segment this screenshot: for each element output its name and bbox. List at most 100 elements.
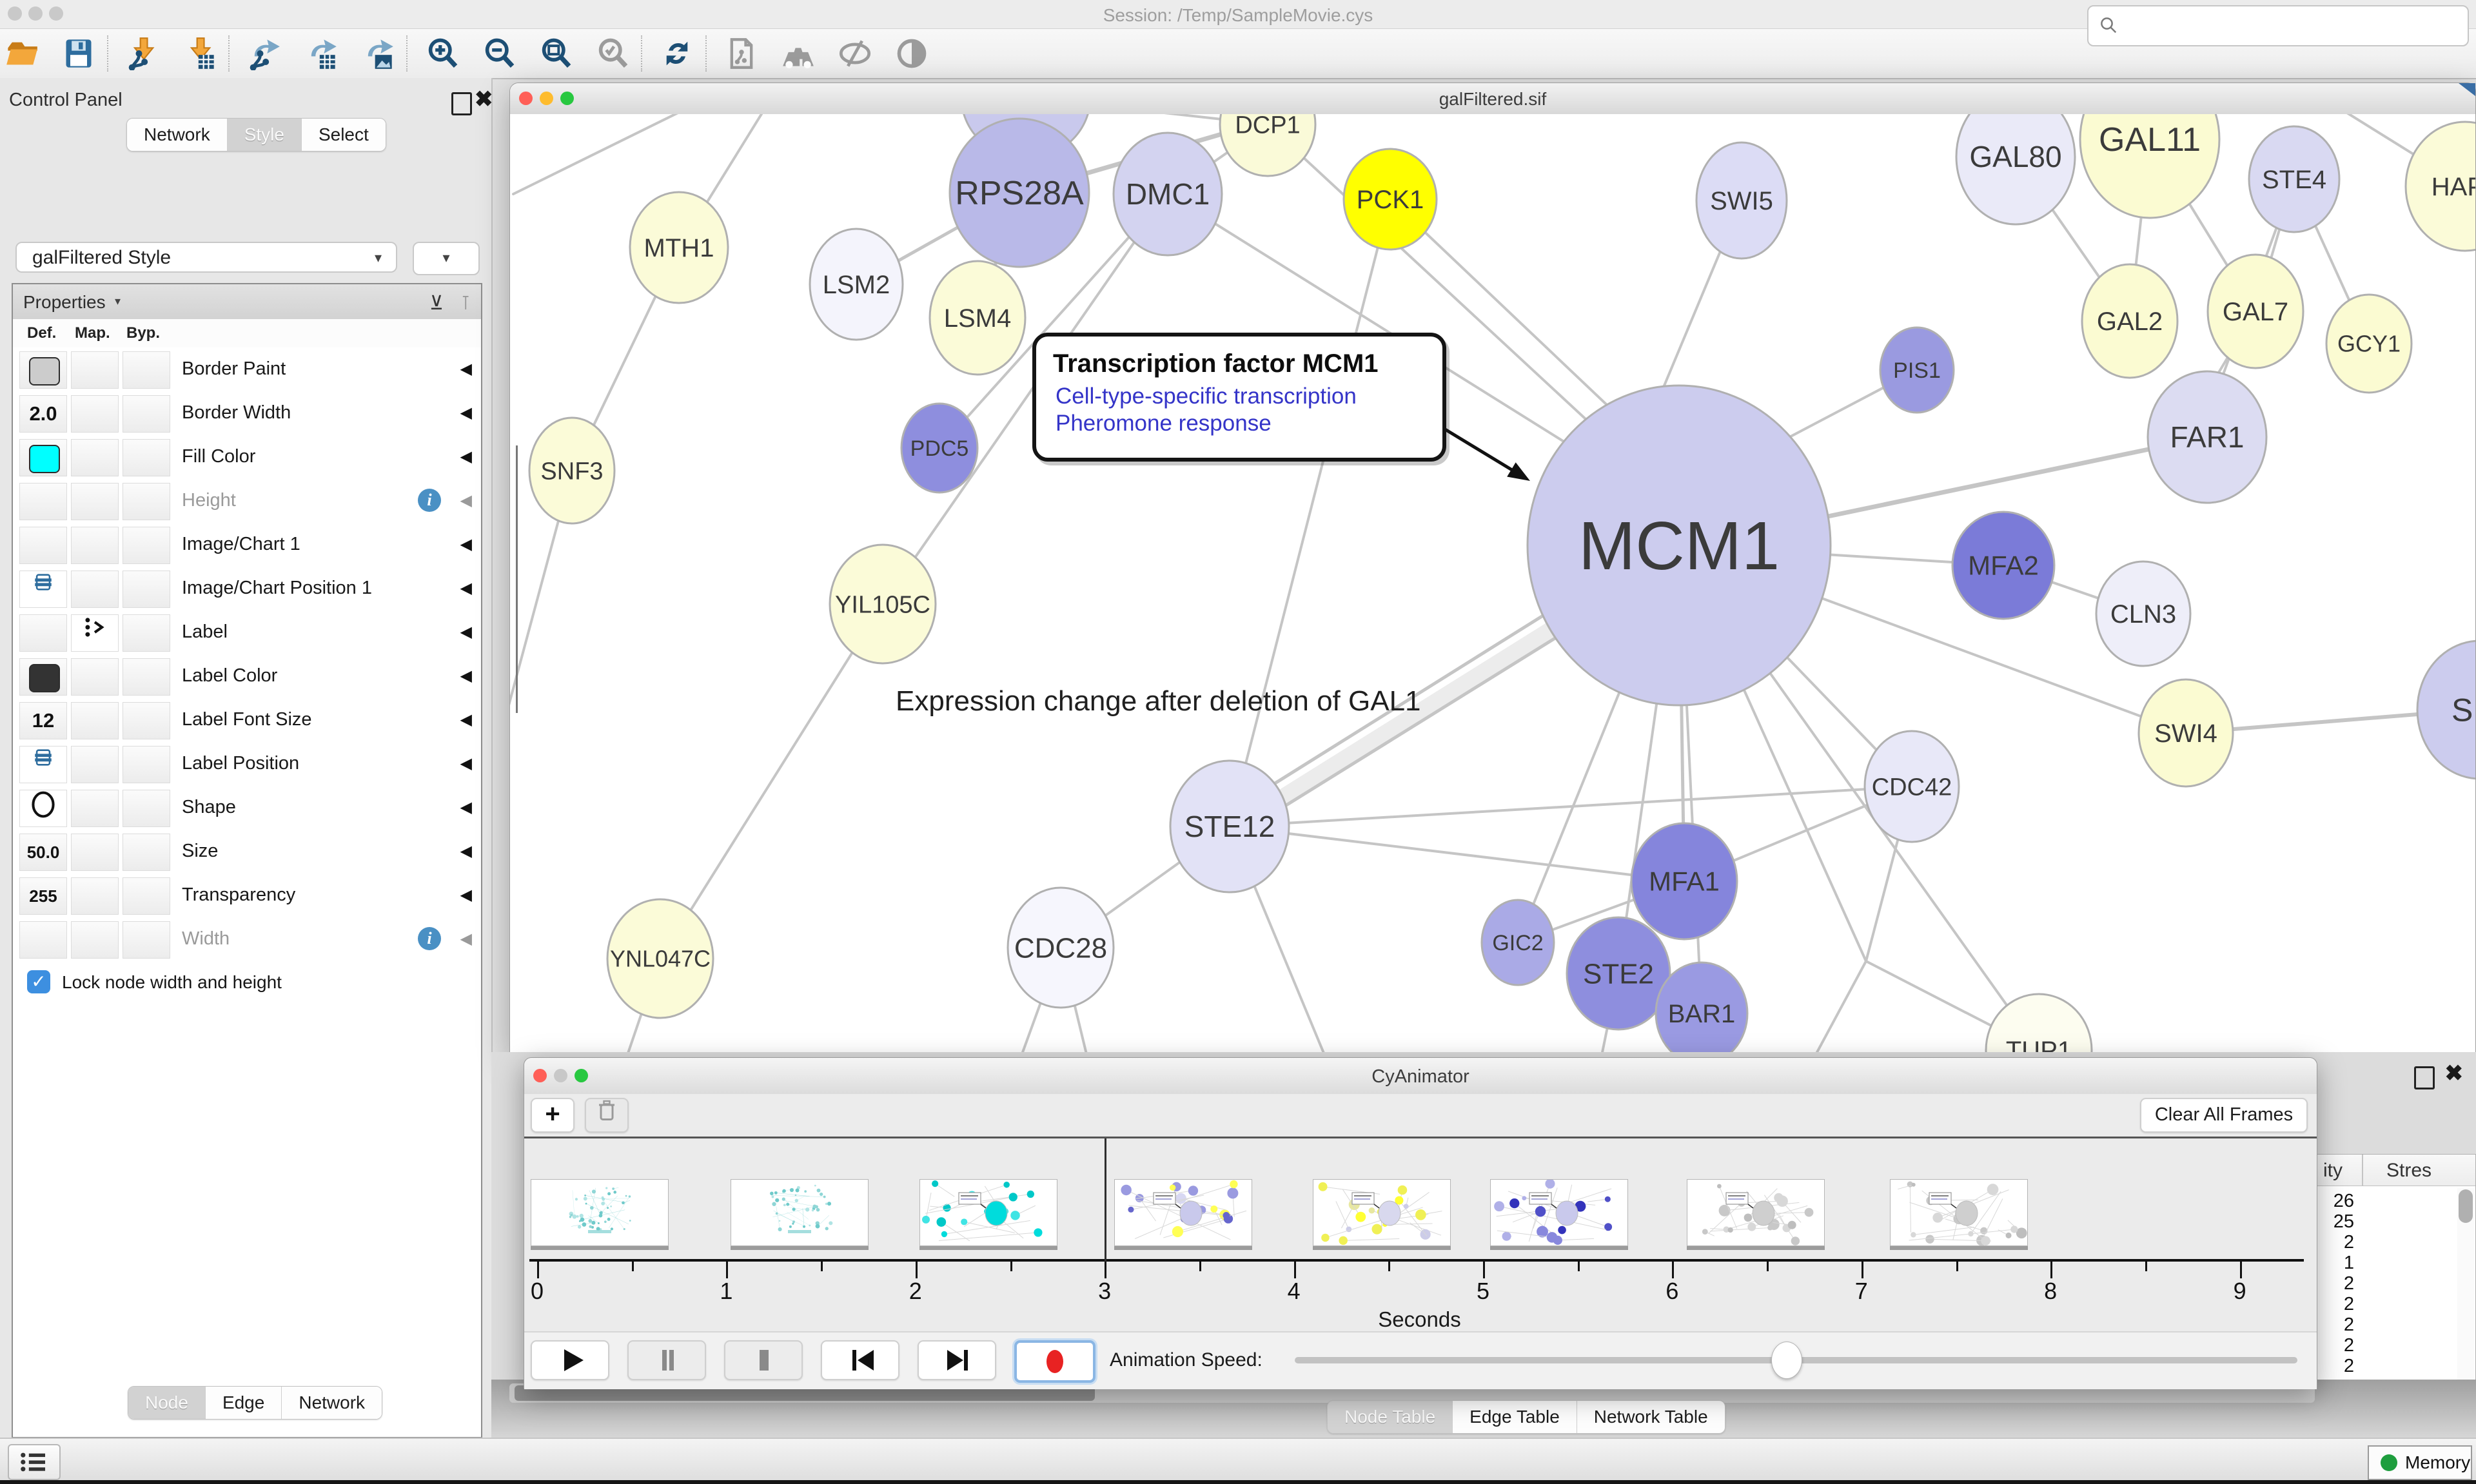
add-frame-button[interactable]: +	[531, 1098, 575, 1133]
task-history-button[interactable]	[8, 1444, 61, 1480]
network-node-MFA1[interactable]: MFA1	[1630, 822, 1738, 941]
network-window-titlebar[interactable]: galFiltered.sif	[510, 83, 2475, 115]
expand-row-icon[interactable]: ◀	[460, 930, 472, 948]
import-network-icon[interactable]	[126, 37, 160, 71]
speed-slider-knob[interactable]	[1771, 1342, 1802, 1379]
binoculars-icon[interactable]	[781, 37, 815, 70]
mapping-cell[interactable]	[71, 877, 119, 915]
hide-panel-icon[interactable]	[838, 37, 872, 70]
network-node-GAL11[interactable]: GAL11	[2079, 114, 2221, 219]
export-image-icon[interactable]	[361, 37, 395, 70]
timeline-frame-3[interactable]	[919, 1179, 1057, 1246]
tab-select[interactable]: Select	[301, 119, 386, 151]
mapping-cell[interactable]	[71, 439, 119, 476]
memory-button[interactable]: Memory	[2368, 1445, 2472, 1480]
expand-row-icon[interactable]: ◀	[460, 886, 472, 904]
tab-network-table[interactable]: Network Table	[1577, 1401, 1725, 1433]
expand-row-icon[interactable]: ◀	[460, 623, 472, 641]
timeline-playhead[interactable]	[1105, 1138, 1107, 1262]
network-node-MCM1[interactable]: MCM1	[1526, 384, 1832, 707]
default-value-cell[interactable]	[19, 571, 67, 608]
import-table-icon[interactable]	[183, 37, 217, 70]
network-node-GCY1[interactable]: GCY1	[2325, 293, 2413, 394]
zoom-window-icon[interactable]	[560, 92, 574, 105]
network-node-STE4[interactable]: STE4	[2248, 125, 2341, 233]
timeline-frame-2[interactable]	[731, 1179, 869, 1246]
save-session-icon[interactable]	[62, 37, 95, 70]
export-table-icon[interactable]	[304, 37, 338, 70]
close-panel-icon[interactable]: ✖	[475, 87, 493, 112]
bypass-cell[interactable]	[123, 614, 170, 652]
network-canvas[interactable]: DCP1 PCK1 RPS28A DMC1 SWI5 GAL80 GAL11 S…	[510, 114, 2475, 1052]
table-cell[interactable]: 2	[2343, 1273, 2354, 1294]
stop-button[interactable]	[724, 1340, 803, 1380]
default-value-cell[interactable]	[19, 483, 67, 520]
bypass-cell[interactable]	[123, 395, 170, 433]
default-value-cell[interactable]: 2.0	[19, 395, 67, 433]
bypass-cell[interactable]	[123, 790, 170, 827]
mapping-cell[interactable]	[71, 746, 119, 783]
mapping-cell[interactable]	[71, 658, 119, 696]
tab-network[interactable]: Network	[127, 119, 228, 151]
mapping-cell[interactable]	[71, 395, 119, 433]
mapping-cell[interactable]	[71, 790, 119, 827]
expand-row-icon[interactable]: ◀	[460, 580, 472, 597]
network-node-CLN3[interactable]: CLN3	[2095, 560, 2192, 667]
annotation-link[interactable]: Cell-type-specific transcription	[1056, 384, 1357, 409]
network-node-YNL047C[interactable]: YNL047C	[606, 898, 714, 1019]
expand-row-icon[interactable]: ◀	[460, 799, 472, 816]
property-row-label-font-size[interactable]: 12 Label Font Size ◀	[13, 698, 481, 743]
expand-row-icon[interactable]: ◀	[460, 755, 472, 772]
refresh-layout-icon[interactable]	[660, 37, 694, 70]
expand-all-icon[interactable]: ⊻	[429, 293, 444, 314]
default-value-cell[interactable]: 12	[19, 702, 67, 739]
open-session-icon[interactable]	[5, 37, 39, 70]
cyanimator-titlebar[interactable]: CyAnimator	[524, 1058, 2317, 1095]
tab-network[interactable]: Network	[282, 1387, 382, 1419]
property-row-border-width[interactable]: 2.0 Border Width ◀	[13, 391, 481, 436]
mapping-cell[interactable]	[71, 834, 119, 871]
timeline-frame-5[interactable]	[1313, 1179, 1451, 1246]
bypass-cell[interactable]	[123, 746, 170, 783]
network-node-BAR1[interactable]: BAR1	[1655, 961, 1749, 1052]
network-node-GAL7[interactable]: GAL7	[2206, 253, 2304, 369]
info-icon[interactable]: i	[418, 489, 441, 512]
network-node-RPS28A[interactable]: RPS28A	[948, 117, 1090, 268]
expand-row-icon[interactable]: ◀	[460, 492, 472, 509]
bypass-cell[interactable]	[123, 921, 170, 959]
property-row-fill-color[interactable]: Fill Color ◀	[13, 435, 481, 480]
expand-row-icon[interactable]: ◀	[460, 667, 472, 685]
network-node-HAP2[interactable]: HAP2	[2404, 121, 2475, 252]
network-node-MTH1[interactable]: MTH1	[629, 191, 729, 304]
default-value-cell[interactable]	[19, 921, 67, 959]
minimize-window-icon[interactable]	[554, 1069, 567, 1082]
skip-start-button[interactable]	[821, 1340, 899, 1380]
bypass-cell[interactable]	[123, 702, 170, 739]
clear-all-frames-button[interactable]: Clear All Frames	[2140, 1098, 2308, 1133]
default-value-cell[interactable]	[19, 790, 67, 827]
network-node-SNF3[interactable]: SNF3	[528, 416, 616, 525]
close-window-icon[interactable]	[533, 1069, 547, 1082]
default-value-cell[interactable]	[19, 527, 67, 564]
table-cell[interactable]: 2	[2343, 1314, 2354, 1335]
lock-size-checkbox[interactable]: ✓	[27, 970, 50, 993]
tab-style[interactable]: Style	[227, 119, 302, 151]
tab-edge[interactable]: Edge	[205, 1387, 282, 1419]
close-panel-icon[interactable]: ✖	[2444, 1061, 2464, 1086]
timeline-frame-4[interactable]	[1114, 1179, 1252, 1246]
pause-button[interactable]	[627, 1340, 706, 1380]
property-row-border-paint[interactable]: Border Paint ◀	[13, 347, 481, 392]
tab-node[interactable]: Node	[128, 1387, 206, 1419]
network-node-SWI4[interactable]: SWI4	[2137, 678, 2234, 788]
network-node-GAL2[interactable]: GAL2	[2081, 263, 2179, 379]
tab-edge-table[interactable]: Edge Table	[1453, 1401, 1577, 1433]
network-node-DMC1[interactable]: DMC1	[1112, 132, 1223, 257]
property-row-label-position[interactable]: Label Position ◀	[13, 742, 481, 786]
property-row-transparency[interactable]: 255 Transparency ◀	[13, 874, 481, 918]
expand-row-icon[interactable]: ◀	[460, 843, 472, 860]
property-row-label-color[interactable]: Label Color ◀	[13, 654, 481, 699]
network-node-PCK1[interactable]: PCK1	[1342, 148, 1438, 251]
bypass-cell[interactable]	[123, 877, 170, 915]
property-row-shape[interactable]: Shape ◀	[13, 786, 481, 830]
table-cell[interactable]: 2	[2343, 1294, 2354, 1314]
